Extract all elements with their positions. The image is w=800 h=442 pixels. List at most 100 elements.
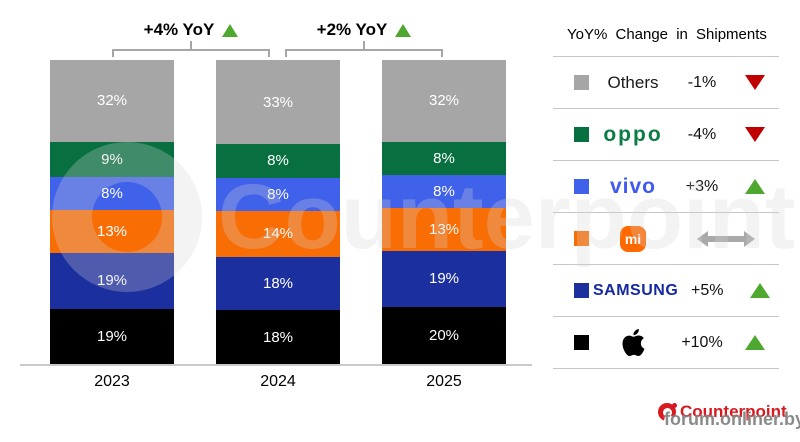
legend-swatch-others <box>573 75 589 90</box>
segment-value-label: 32% <box>428 92 460 110</box>
trend-up-icon <box>395 23 412 37</box>
segment-value-label: 20% <box>428 326 460 344</box>
legend-trend-samsung <box>736 283 784 298</box>
vivo-logo: vivo <box>609 175 657 198</box>
bar-2023-segment-vivo: 8% <box>50 176 174 210</box>
x-axis-label-2023: 2023 <box>94 373 130 390</box>
bar-2025-segment-samsung: 19% <box>382 251 506 307</box>
legend-value-vivo: +3% <box>685 177 719 195</box>
x-axis-line <box>20 364 532 366</box>
flat-arrow-right-head <box>744 230 755 247</box>
yoy-annotation-label: +2% YoY <box>316 20 388 39</box>
legend-rows: Others -1% oppo -4% vivo +3% mi SAMSUNG +5% +10% <box>553 56 779 369</box>
yoy-annotation-2024-2025: +2% YoY <box>269 20 459 40</box>
trend-up-icon <box>745 335 765 350</box>
bar-2024-segment-xiaomi: 14% <box>216 210 340 257</box>
bar-2024: 33% 8% 8% 14% 18% 18% <box>216 60 340 365</box>
legend-panel: YoY% Change in Shipments Others -1% oppo -4… <box>553 20 779 369</box>
bar-2025-segment-apple: 20% <box>382 306 506 364</box>
bar-2023-segment-others: 32% <box>50 60 174 142</box>
bar-2024-segment-others: 33% <box>216 60 340 145</box>
legend-value-others: -1% <box>687 73 717 91</box>
bracket-tick <box>190 41 192 50</box>
xiaomi-mi-logo-icon: mi <box>620 225 646 252</box>
segment-value-label: 13% <box>428 221 460 239</box>
bar-2025-segment-vivo: 8% <box>382 174 506 208</box>
x-axis-label-2024: 2024 <box>260 373 296 390</box>
bracket-tick <box>363 41 365 50</box>
bar-2025-segment-others: 32% <box>382 60 506 142</box>
legend-brand-oppo: oppo <box>593 124 673 145</box>
forum-watermark-text: forum.onliner.by <box>664 409 800 429</box>
legend-brand-xiaomi: mi <box>593 225 673 252</box>
trend-up-icon <box>745 179 765 194</box>
segment-value-label: 18% <box>262 274 294 292</box>
counterpoint-dot-icon <box>672 403 677 408</box>
trend-flat-icon <box>697 230 755 247</box>
legend-swatch-apple <box>573 335 589 350</box>
segment-value-label: 19% <box>428 270 460 288</box>
legend-trend-xiaomi <box>673 230 779 247</box>
legend-swatch-xiaomi <box>573 231 589 246</box>
counterpoint-logo: Counterpoint <box>658 402 787 422</box>
legend-brand-samsung: SAMSUNG <box>593 281 679 299</box>
bar-2024-segment-apple: 18% <box>216 310 340 365</box>
segment-value-label: 32% <box>96 92 128 110</box>
legend-row-apple: +10% <box>553 316 779 368</box>
bar-2025-segment-xiaomi: 13% <box>382 207 506 252</box>
segment-value-label: 9% <box>101 150 123 168</box>
segment-value-label: 14% <box>262 225 294 243</box>
yoy-annotation-2023-2024: +4% YoY <box>96 20 286 40</box>
segment-value-label: 13% <box>96 223 128 241</box>
bar-2023-segment-oppo: 9% <box>50 141 174 177</box>
bar-2024-segment-oppo: 8% <box>216 144 340 178</box>
legend-swatch-samsung <box>573 283 589 298</box>
counterpoint-c-icon <box>658 403 677 421</box>
segment-value-label: 8% <box>267 152 289 170</box>
legend-row-samsung: SAMSUNG +5% <box>553 264 779 316</box>
apple-logo-icon <box>622 329 644 356</box>
legend-brand-vivo: vivo <box>593 176 673 197</box>
flat-arrow-left-head <box>697 230 708 247</box>
segment-value-label: 33% <box>262 93 294 111</box>
bar-2023-segment-xiaomi: 13% <box>50 209 174 254</box>
bracket-2023-2024 <box>112 49 270 57</box>
legend-row-oppo: oppo -4% <box>553 108 779 160</box>
segment-value-label: 19% <box>96 272 128 290</box>
legend-swatch-oppo <box>573 127 589 142</box>
legend-swatch-vivo <box>573 179 589 194</box>
legend-label-others: Others <box>607 72 659 92</box>
legend-value-samsung: +5% <box>691 281 724 299</box>
segment-value-label: 19% <box>96 327 128 345</box>
segment-value-label: 8% <box>101 184 123 202</box>
legend-row-xiaomi: mi <box>553 212 779 264</box>
bracket-2024-2025 <box>285 49 443 57</box>
segment-value-label: 8% <box>433 149 455 167</box>
legend-brand-apple <box>593 329 673 356</box>
bar-2023-segment-samsung: 19% <box>50 253 174 309</box>
bar-2023-segment-apple: 19% <box>50 308 174 364</box>
samsung-logo: SAMSUNG <box>593 281 679 299</box>
segment-value-label: 8% <box>267 185 289 203</box>
legend-row-others: Others -1% <box>553 56 779 108</box>
legend-brand-others: Others <box>593 73 673 93</box>
bar-2023: 32% 9% 8% 13% 19% 19% <box>50 60 174 364</box>
trend-up-icon <box>750 283 771 298</box>
legend-trend-apple <box>731 335 779 350</box>
legend-trend-oppo <box>731 127 779 142</box>
bar-2025-segment-oppo: 8% <box>382 141 506 175</box>
segment-value-label: 18% <box>262 328 294 346</box>
yoy-annotation-label: +4% YoY <box>143 20 215 39</box>
counterpoint-logo-text: Counterpoint <box>680 402 787 421</box>
legend-value-apple: +10% <box>681 333 723 351</box>
bar-2025: 32% 8% 8% 13% 19% 20% <box>382 60 506 364</box>
trend-down-icon <box>745 127 765 142</box>
legend-title: YoY% Change in Shipments <box>567 26 767 43</box>
oppo-logo: oppo <box>603 123 663 146</box>
legend-trend-others <box>731 75 779 90</box>
bar-2024-segment-vivo: 8% <box>216 177 340 211</box>
segment-value-label: 8% <box>433 182 455 200</box>
legend-value-oppo: -4% <box>687 125 717 143</box>
bar-2024-segment-samsung: 18% <box>216 256 340 311</box>
